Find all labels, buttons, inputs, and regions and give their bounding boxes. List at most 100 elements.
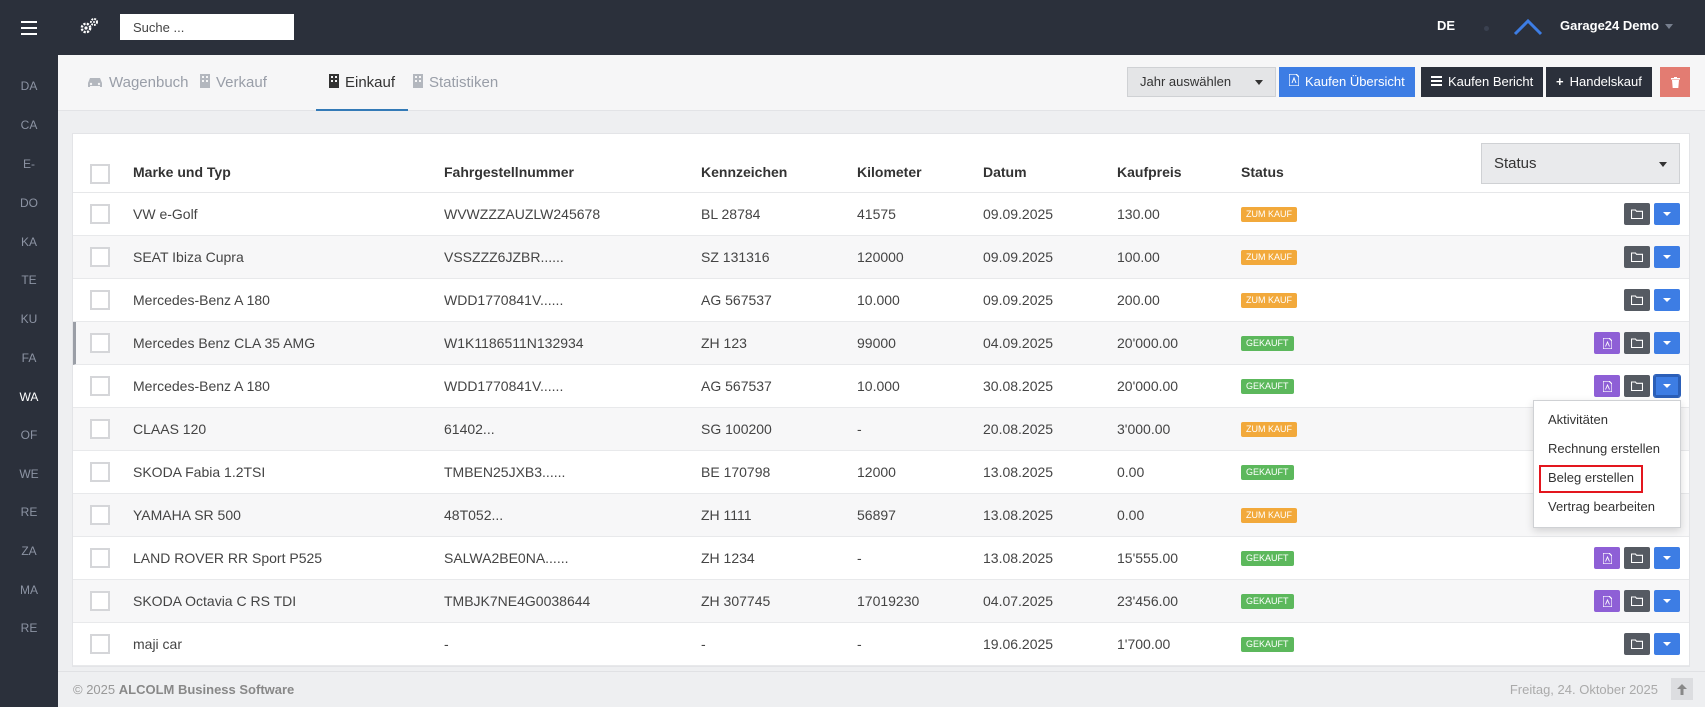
purchase-overview-button[interactable]: Kaufen Übersicht: [1279, 67, 1415, 97]
menu-item-create-invoice[interactable]: Rechnung erstellen: [1548, 441, 1661, 456]
select-all-checkbox[interactable]: [90, 164, 110, 184]
row-actions-toggle[interactable]: [1654, 289, 1680, 311]
year-select-label: Jahr auswählen: [1140, 74, 1232, 89]
table-row[interactable]: CLAAS 120 61402... SG 100200 - 20.08.2025 3'0…: [73, 408, 1689, 451]
row-checkbox[interactable]: [90, 333, 110, 353]
pdf-button[interactable]: [1594, 375, 1620, 397]
row-actions-toggle[interactable]: [1654, 590, 1680, 612]
tab-wagenbuch[interactable]: Wagenbuch: [87, 55, 189, 111]
trade-purchase-button[interactable]: + Handelskauf: [1546, 67, 1652, 97]
row-checkbox[interactable]: [90, 505, 110, 525]
table-row[interactable]: Mercedes-Benz A 180 WDD1770841V...... AG 5…: [73, 365, 1689, 408]
tab-label: Wagenbuch: [109, 74, 189, 91]
column-header-km[interactable]: Kilometer: [857, 164, 922, 180]
tab-verkauf[interactable]: Verkauf: [200, 55, 267, 111]
arrow-up-icon: [1677, 683, 1687, 695]
folder-button[interactable]: [1624, 590, 1650, 612]
folder-button[interactable]: [1624, 203, 1650, 225]
sidebar-item[interactable]: FA: [21, 351, 37, 365]
row-checkbox[interactable]: [90, 462, 110, 482]
column-header-price[interactable]: Kaufpreis: [1117, 164, 1182, 180]
sidebar-item[interactable]: MA: [20, 583, 38, 597]
column-header-status[interactable]: Status: [1241, 164, 1284, 180]
status-filter-select[interactable]: Status: [1481, 143, 1680, 184]
table-row[interactable]: Mercedes-Benz A 180 WDD1770841V...... AG 5…: [73, 279, 1689, 322]
folder-button[interactable]: [1624, 332, 1650, 354]
settings-icon[interactable]: [78, 16, 100, 38]
purchase-report-button[interactable]: Kaufen Bericht: [1421, 67, 1544, 97]
separator-dot: [1484, 26, 1489, 31]
tab-einkauf[interactable]: Einkauf: [316, 55, 409, 112]
row-actions-toggle[interactable]: [1654, 332, 1680, 354]
column-header-date[interactable]: Datum: [983, 164, 1027, 180]
sidebar-item[interactable]: TE: [21, 273, 37, 287]
cell-km: 10.000: [857, 378, 900, 394]
file-pdf-icon: [1288, 67, 1300, 97]
sidebar-item[interactable]: WA: [19, 390, 39, 404]
table-row[interactable]: maji car - - - 19.06.2025 1'700.00 GEKAUFT: [73, 623, 1689, 666]
sidebar-item[interactable]: WE: [19, 467, 39, 481]
folder-icon: [1631, 553, 1643, 563]
chevron-down-icon[interactable]: [1665, 24, 1673, 29]
sidebar-item[interactable]: KA: [20, 235, 37, 249]
pdf-button[interactable]: [1594, 547, 1620, 569]
sidebar-item[interactable]: RE: [20, 505, 38, 519]
column-header-brand[interactable]: Marke und Typ: [133, 164, 231, 180]
tab-statistiken[interactable]: Statistiken: [413, 55, 498, 111]
folder-button[interactable]: [1624, 375, 1650, 397]
user-menu[interactable]: Garage24 Demo: [1560, 18, 1659, 33]
row-actions-toggle[interactable]: [1654, 203, 1680, 225]
row-checkbox[interactable]: [90, 419, 110, 439]
pdf-button[interactable]: [1594, 332, 1620, 354]
row-checkbox[interactable]: [90, 634, 110, 654]
column-header-plate[interactable]: Kennzeichen: [701, 164, 788, 180]
row-actions-toggle[interactable]: [1653, 374, 1681, 398]
sidebar-item[interactable]: RE: [20, 621, 38, 635]
sidebar-item[interactable]: ZA: [21, 544, 37, 558]
language-selector[interactable]: DE: [1437, 18, 1456, 33]
year-select[interactable]: Jahr auswählen: [1127, 67, 1276, 97]
row-checkbox[interactable]: [90, 376, 110, 396]
cell-price: 0.00: [1117, 464, 1145, 480]
column-header-vin[interactable]: Fahrgestellnummer: [444, 164, 574, 180]
folder-icon: [1631, 639, 1643, 649]
sidebar-item[interactable]: DO: [20, 196, 38, 210]
scroll-to-top-button[interactable]: [1671, 678, 1693, 700]
table-row[interactable]: Mercedes Benz CLA 35 AMG W1K1186511N13293…: [73, 322, 1689, 365]
menu-icon[interactable]: [0, 0, 58, 55]
table-row[interactable]: VW e-Golf WVWZZZAUZLW245678 BL 28784 41575 0…: [73, 193, 1689, 236]
sidebar-item[interactable]: CA: [20, 118, 38, 132]
search-input[interactable]: [120, 14, 294, 40]
folder-button[interactable]: [1624, 246, 1650, 268]
row-checkbox[interactable]: [90, 548, 110, 568]
table-row[interactable]: SKODA Fabia 1.2TSI TMBEN25JXB3...... BE 17…: [73, 451, 1689, 494]
list-icon: [1431, 67, 1442, 97]
row-checkbox[interactable]: [90, 591, 110, 611]
table-row[interactable]: LAND ROVER RR Sport P525 SALWA2BE0NA.....…: [73, 537, 1689, 580]
table-row[interactable]: SEAT Ibiza Cupra VSSZZZ6JZBR...... SZ 1313…: [73, 236, 1689, 279]
table-row[interactable]: YAMAHA SR 500 48T052... ZH 1111 56897 13.08.…: [73, 494, 1689, 537]
sidebar-item[interactable]: KU: [20, 312, 38, 326]
row-checkbox[interactable]: [90, 247, 110, 267]
menu-item-edit-contract[interactable]: Vertrag bearbeiten: [1548, 499, 1655, 514]
row-actions-toggle[interactable]: [1654, 547, 1680, 569]
row-checkbox[interactable]: [90, 290, 110, 310]
folder-button[interactable]: [1624, 289, 1650, 311]
pdf-button[interactable]: [1594, 590, 1620, 612]
menu-item-create-receipt[interactable]: Beleg erstellen: [1548, 470, 1634, 485]
cell-brand: YAMAHA SR 500: [133, 507, 241, 523]
delete-button[interactable]: [1660, 67, 1690, 97]
company-name: ALCOLM Business Software: [118, 682, 295, 697]
row-actions-toggle[interactable]: [1654, 246, 1680, 268]
purchase-table-card: Status Marke und Typ Fahrgestellnummer K…: [72, 133, 1690, 667]
folder-button[interactable]: [1624, 547, 1650, 569]
building-icon: [329, 56, 339, 112]
menu-item-activities[interactable]: Aktivitäten: [1548, 412, 1608, 427]
row-checkbox[interactable]: [90, 204, 110, 224]
table-row[interactable]: SKODA Octavia C RS TDI TMBJK7NE4G0038644 Z…: [73, 580, 1689, 623]
sidebar-item[interactable]: DA: [20, 79, 38, 93]
folder-button[interactable]: [1624, 633, 1650, 655]
sidebar-item[interactable]: E-: [23, 157, 35, 171]
sidebar-item[interactable]: OF: [20, 428, 38, 442]
row-actions-toggle[interactable]: [1654, 633, 1680, 655]
